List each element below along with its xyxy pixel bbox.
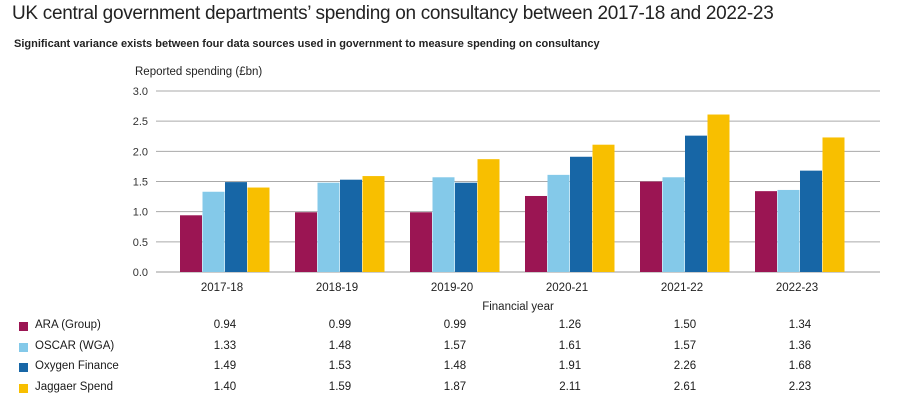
data-value: 1.61: [558, 339, 582, 352]
data-value: 1.33: [213, 339, 237, 352]
data-value: 0.99: [328, 319, 352, 331]
legend-row: ARA (Group) 0.94 0.99 0.99 1.26 1.50 1.34: [0, 318, 900, 338]
legend-swatch: [19, 384, 28, 394]
data-value: 1.40: [213, 381, 237, 394]
legend-row: Oxygen Finance 1.49 1.53 1.48 1.91 2.26 1.68: [0, 359, 900, 379]
y-tick-label: 2.0: [133, 146, 148, 158]
x-tick-label: 2021-22: [661, 282, 703, 294]
bar-oxygen-finance-2019-20: [455, 182, 477, 272]
bar-oscar-wga--2020-21: [547, 174, 570, 272]
data-value: 1.68: [788, 360, 812, 373]
x-tick-label: 2018-19: [316, 282, 358, 294]
y-tick-label: 3.0: [133, 86, 148, 98]
bar-oxygen-finance-2020-21: [570, 156, 592, 272]
bar-ara-group--2017-18: [180, 215, 202, 272]
x-tick-label: 2017-18: [201, 282, 243, 294]
data-value: 1.57: [673, 339, 697, 352]
bar-oscar-wga--2017-18: [202, 191, 225, 272]
bar-jaggaer-spend-2021-22: [707, 114, 730, 272]
data-value: 1.57: [443, 339, 467, 352]
x-tick-label: 2020-21: [546, 282, 588, 294]
x-tick-label: 2022-23: [776, 282, 818, 294]
bar-oscar-wga--2019-20: [432, 177, 455, 272]
legend-label: Jaggaer Spend: [35, 381, 114, 394]
bar-ara-group--2022-23: [755, 191, 777, 272]
y-axis-label: Reported spending (£bn): [135, 66, 262, 78]
data-value: 1.26: [558, 319, 582, 331]
bar-jaggaer-spend-2022-23: [822, 137, 845, 272]
bar-ara-group--2020-21: [525, 195, 547, 272]
bar-jaggaer-spend-2019-20: [477, 159, 500, 272]
legend-swatch: [19, 363, 28, 373]
data-value: 1.36: [788, 339, 812, 352]
bar-ara-group--2019-20: [410, 212, 432, 272]
y-tick-label: 1.5: [133, 177, 148, 189]
data-value: 1.91: [558, 360, 582, 373]
y-tick-label: 1.0: [133, 207, 148, 219]
legend-swatch: [19, 342, 28, 352]
data-value: 1.48: [328, 339, 352, 352]
bar-oscar-wga--2021-22: [662, 177, 685, 272]
chart-subtitle: Significant variance exists between four…: [14, 38, 600, 50]
data-value: 2.23: [788, 381, 812, 394]
y-tick-label: 0.0: [133, 267, 148, 279]
bar-jaggaer-spend-2018-19: [362, 176, 385, 272]
bar-oxygen-finance-2017-18: [225, 182, 247, 272]
bar-oscar-wga--2018-19: [317, 182, 340, 272]
bar-jaggaer-spend-2020-21: [592, 144, 615, 272]
bar-oxygen-finance-2018-19: [340, 179, 362, 272]
data-value: 1.48: [443, 360, 467, 373]
data-value: 1.50: [673, 319, 697, 331]
legend-label: Oxygen Finance: [35, 360, 119, 373]
data-value: 1.59: [328, 381, 352, 394]
bar-ara-group--2021-22: [640, 181, 662, 272]
y-tick-label: 0.5: [133, 237, 148, 249]
bar-ara-group--2018-19: [295, 212, 317, 272]
data-value: 0.94: [213, 319, 237, 331]
data-value: 1.34: [788, 319, 812, 331]
x-tick-label: 2019-20: [431, 282, 473, 294]
x-axis-label: Financial year: [482, 301, 554, 313]
data-value: 2.26: [673, 360, 697, 373]
legend-swatch: [19, 322, 28, 331]
data-value: 1.53: [328, 360, 352, 373]
y-tick-label: 2.5: [133, 116, 148, 128]
legend-label: ARA (Group): [35, 319, 101, 331]
bar-oxygen-finance-2021-22: [685, 135, 707, 272]
bar-oxygen-finance-2022-23: [800, 170, 822, 272]
bar-jaggaer-spend-2017-18: [247, 187, 270, 272]
bar-oscar-wga--2022-23: [777, 189, 800, 272]
data-value: 2.11: [559, 381, 581, 394]
data-value: 1.49: [213, 360, 237, 373]
data-value: 0.99: [443, 319, 467, 331]
legend-row: OSCAR (WGA) 1.33 1.48 1.57 1.61 1.57 1.36: [0, 339, 900, 359]
data-value: 2.61: [673, 381, 697, 394]
chart-title: UK central government departments’ spend…: [12, 3, 774, 24]
legend-label: OSCAR (WGA): [35, 339, 115, 352]
legend-row: Jaggaer Spend 1.40 1.59 1.87 2.11 2.61 2.23: [0, 380, 900, 400]
data-value: 1.87: [443, 381, 467, 394]
